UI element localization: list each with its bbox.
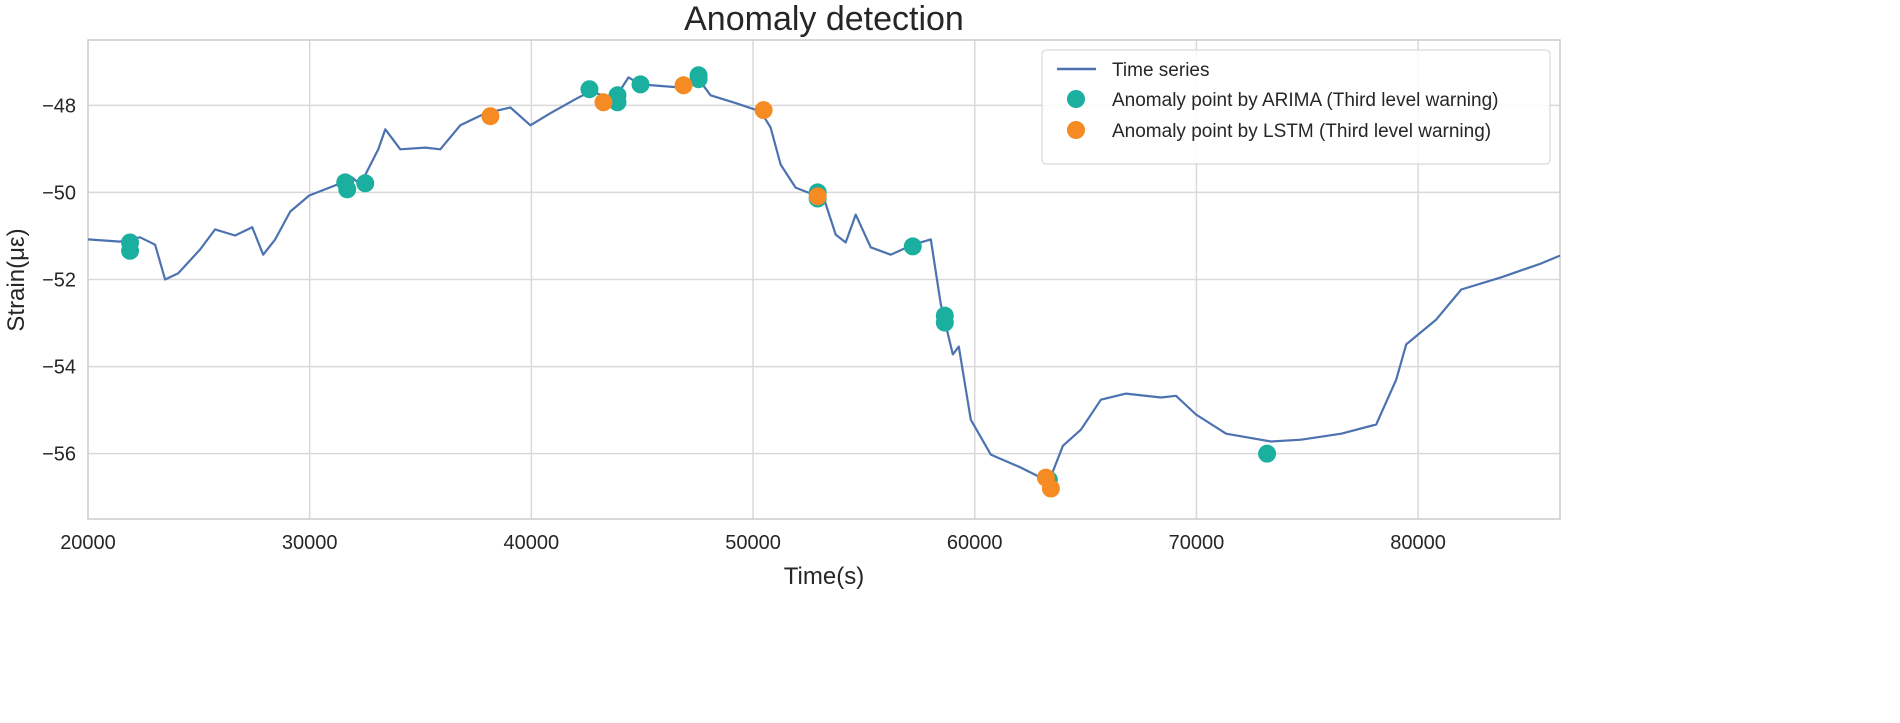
arima-anomaly-point [608,93,627,112]
legend-lstm-swatch [1067,121,1085,139]
series-layer [87,66,1561,498]
y-tick-label: −52 [42,270,76,292]
arima-anomaly-point [935,313,954,332]
arima-anomaly-point [356,174,375,193]
y-axis-label: Strain(με) [3,228,30,331]
x-axis-label: Time(s) [784,563,864,590]
arima-anomaly-point [903,237,922,256]
arima-anomaly-point [338,180,357,199]
arima-anomaly-point [689,66,708,85]
legend-label-time-series: Time series [1112,60,1209,81]
lstm-anomaly-point [674,76,693,95]
x-tick-label: 50000 [725,532,781,554]
legend: Time series Anomaly point by ARIMA (Thir… [1041,49,1551,165]
x-tick-label: 60000 [947,532,1003,554]
legend-box [1041,49,1551,165]
time-series-line [87,76,1561,483]
arima-anomaly-point [631,75,650,94]
chart-title: Anomaly detection [684,0,964,38]
lstm-anomaly-point [808,187,827,206]
y-tick-label: −54 [42,357,76,379]
x-tick-label: 20000 [60,532,116,554]
plot-frame [87,39,1561,520]
lstm-anomaly-point [594,93,613,112]
legend-label-arima: Anomaly point by ARIMA (Third level warn… [1112,90,1499,111]
x-tick-label: 40000 [504,532,560,554]
legend-label-lstm: Anomaly point by LSTM (Third level warni… [1112,121,1491,142]
lstm-anomaly-point [754,101,773,120]
y-tick-label: −56 [42,444,76,466]
arima-anomaly-point [1258,444,1277,463]
tick-labels: 20000 30000 40000 50000 60000 70000 80000 −48 −5… [42,95,1446,554]
lstm-anomaly-point [481,107,500,126]
x-tick-label: 30000 [282,532,338,554]
x-tick-label: 80000 [1390,532,1446,554]
y-tick-label: −48 [42,95,76,117]
arima-anomaly-point [121,241,140,260]
lstm-anomaly-point [1041,479,1060,498]
legend-arima-swatch [1067,90,1085,108]
x-tick-label: 70000 [1169,532,1225,554]
y-tick-label: −50 [42,182,76,204]
arima-anomaly-point [580,80,599,99]
